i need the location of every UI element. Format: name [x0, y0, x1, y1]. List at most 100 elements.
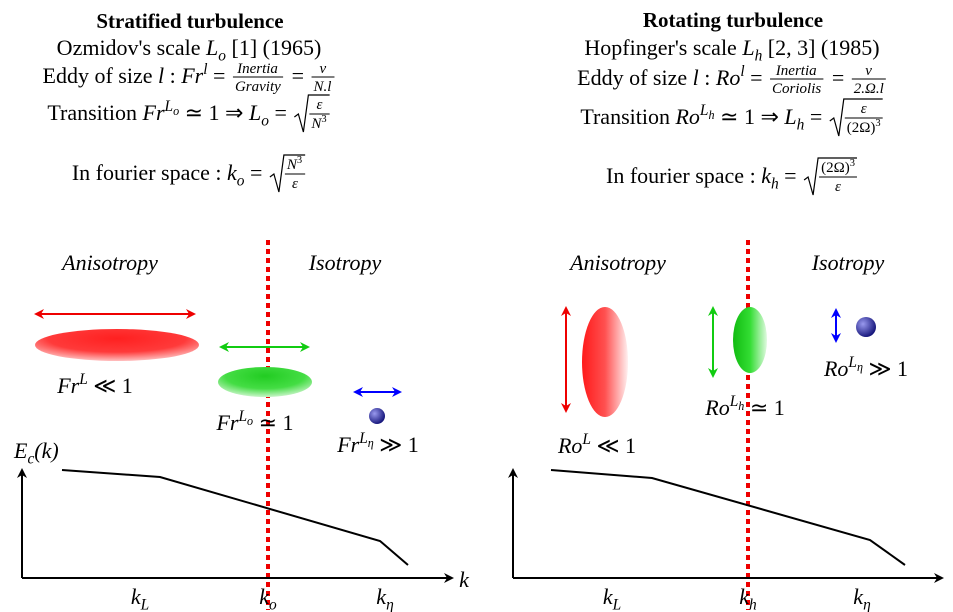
text-part: 3: [321, 114, 326, 125]
text-part: =: [269, 100, 292, 125]
text-part: ≪ 1: [88, 373, 133, 398]
spectrum: [550, 469, 906, 566]
text-part: =: [208, 63, 231, 88]
text-part: L: [699, 102, 709, 119]
math-text: RoLh ≃ 1: [704, 393, 785, 420]
text-part: Coriolis: [772, 81, 821, 97]
text-part: Fr: [215, 410, 238, 435]
formula-line: Transition FrLo ≃ 1 ⇒ Lo = εN3: [47, 94, 330, 133]
text-part: Transition: [580, 104, 675, 129]
math-text: Isotropy: [811, 250, 885, 275]
text-part: L: [205, 35, 218, 60]
text-part: Ro: [557, 433, 582, 458]
text-part: ≪ 1: [591, 433, 636, 458]
math-text: RoLη ≫ 1: [823, 354, 908, 381]
formula-line: Ozmidov's scale Lo [1] (1965): [57, 35, 322, 65]
math-text: kη: [853, 584, 870, 612]
text-part: k: [739, 584, 750, 609]
text-part: h: [771, 176, 779, 193]
text-part: ε: [861, 101, 867, 117]
text-part: Eddy of size: [577, 65, 692, 90]
text-part: Gravity: [235, 79, 281, 95]
text-part: =: [804, 104, 827, 129]
text-part: η: [863, 597, 871, 612]
text-part: ε: [835, 179, 841, 195]
text-part: o: [247, 414, 253, 428]
text-part: (2Ω): [847, 120, 876, 136]
math-text: Hopfinger's scale Lh [2, 3] (1985): [584, 35, 879, 65]
text-part: =: [779, 163, 802, 188]
math-text: In fourier space : kh =: [606, 163, 802, 193]
text-part: h: [797, 117, 805, 134]
math-text: kL: [603, 584, 621, 612]
text-part: Ro: [704, 395, 729, 420]
math-text: Eddy of size l : Frl =: [43, 61, 231, 88]
math-text: ε: [317, 97, 323, 113]
math-text: Transition FrLo ≃ 1 ⇒ Lo =: [47, 98, 292, 129]
text-part: L: [140, 597, 150, 612]
large-eddy: [35, 329, 199, 361]
text-part: l: [203, 61, 207, 78]
text-part: =: [286, 63, 309, 88]
math-text: Ec(k): [13, 438, 59, 468]
math-text: Inertia: [775, 63, 817, 79]
text-part: v: [865, 63, 872, 79]
text-part: L: [358, 430, 368, 447]
text-part: Anisotropy: [568, 250, 666, 275]
text-part: Ro: [674, 104, 699, 129]
text-part: Fr: [180, 63, 203, 88]
text-part: 3: [875, 118, 880, 129]
spectrum: [61, 469, 409, 566]
text-part: Anisotropy: [60, 250, 158, 275]
math-text: ko: [259, 584, 277, 612]
text-part: Isotropy: [811, 250, 885, 275]
text-part: o: [173, 104, 179, 118]
formula-line: Hopfinger's scale Lh [2, 3] (1985): [584, 35, 879, 65]
panel-title: Stratified turbulence: [96, 9, 283, 33]
text-part: L: [741, 35, 754, 60]
text-part: In fourier space :: [72, 160, 227, 185]
text-part: L: [164, 98, 174, 115]
text-part: 3: [850, 158, 855, 169]
math-text: FrLo ≃ 1: [215, 408, 293, 435]
math-text: k: [459, 567, 470, 592]
text-part: k: [376, 584, 387, 609]
mid-eddy: [218, 367, 312, 397]
text-part: [2, 3] (1985): [762, 35, 879, 60]
text-part: k: [259, 584, 270, 609]
text-part: Fr: [56, 373, 79, 398]
text-part: Inertia: [775, 63, 817, 79]
text-part: L: [237, 408, 247, 425]
text-part: o: [237, 173, 245, 190]
text-part: Ro: [715, 65, 740, 90]
text-part: η: [386, 597, 394, 612]
text-part: ≫ 1: [863, 356, 908, 381]
text-part: l: [158, 63, 164, 88]
text-part: ≫ 1: [374, 432, 419, 457]
math-text: N3: [310, 114, 326, 132]
text-part: E: [13, 438, 28, 463]
text-part: h: [708, 108, 714, 122]
radical: [803, 157, 857, 196]
text-part: h: [755, 48, 763, 65]
text-part: =: [745, 65, 768, 90]
text-part: :: [699, 65, 716, 90]
text-part: =: [826, 65, 849, 90]
math-text: Gravity: [235, 79, 281, 95]
math-text: ε: [835, 179, 841, 195]
radical: [294, 94, 330, 133]
text-part: v: [320, 61, 327, 77]
text-part: L: [612, 597, 622, 612]
text-part: Fr: [336, 432, 359, 457]
text-part: [1] (1965): [226, 35, 321, 60]
text-part: ≃ 1: [744, 395, 784, 420]
text-part: N: [310, 116, 322, 132]
math-text: v: [320, 61, 327, 77]
text-part: k: [131, 584, 142, 609]
text-part: L: [847, 354, 857, 371]
math-text: N3: [286, 155, 302, 173]
mid-eddy: [733, 307, 767, 373]
small-eddy: [369, 408, 385, 424]
text-part: η: [857, 360, 863, 374]
